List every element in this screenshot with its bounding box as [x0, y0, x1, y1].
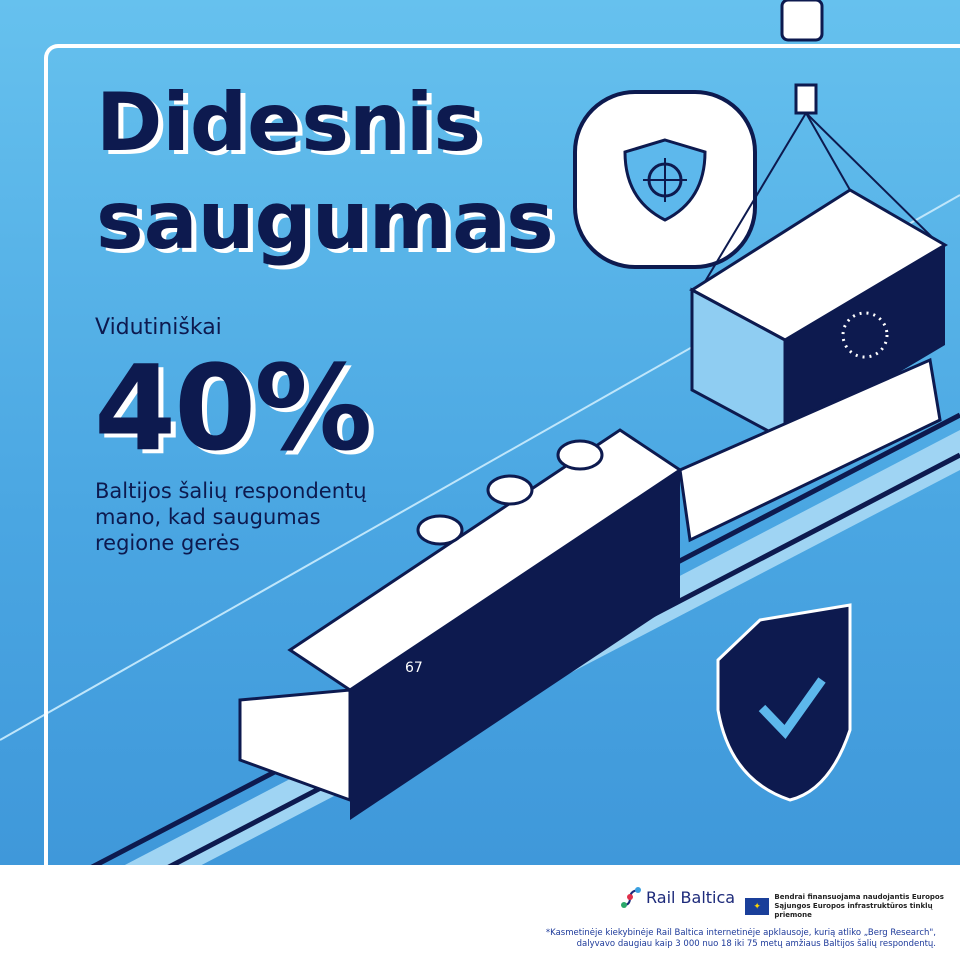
locomotive-number: 67 — [405, 660, 423, 676]
stat-prefix: Vidutiniškai — [95, 315, 222, 340]
eu-flag-icon: ✦ — [745, 898, 770, 915]
footnote: *Kasmetinėje kiekybinėje Rail Baltica in… — [546, 928, 936, 950]
footnote-line2: dalyvavo daugiau kaip 3 000 nuo 18 iki 7… — [576, 939, 936, 949]
flatcar — [678, 357, 942, 543]
locomotive: 67 — [238, 357, 942, 820]
shield-icon — [716, 603, 852, 802]
headline-line1: Didesnis — [96, 76, 481, 169]
eu-stars-icon — [841, 311, 889, 359]
rail-baltica-logo: Rail Baltica — [620, 885, 735, 909]
logo-text: Rail Baltica — [646, 887, 736, 907]
stat-value: 40% — [94, 339, 372, 477]
crane-hook-icon — [780, 0, 824, 42]
eu-text-line2: Sąjungos Europos infrastruktūros tinklų … — [774, 902, 933, 919]
crane-hook — [699, 0, 941, 291]
footnote-line1: *Kasmetinėje kiekybinėje Rail Baltica in… — [545, 928, 936, 938]
stat-description: Baltijos šalių respondentų mano, kad sau… — [95, 479, 367, 555]
frame-line — [44, 44, 960, 904]
shield-check-badge — [716, 603, 852, 802]
footer — [0, 865, 960, 960]
headline-line2: saugumas — [96, 174, 554, 267]
shield-target-badge — [573, 90, 757, 269]
eu-container — [689, 188, 948, 443]
check-icon — [758, 677, 826, 740]
eu-funding-badge: ✦ Bendrai finansuojama naudojantis Europ… — [745, 893, 960, 920]
rail-baltica-logo-icon — [621, 887, 641, 908]
eu-text-line1: Bendrai finansuojama naudojantis Europos — [774, 893, 944, 901]
